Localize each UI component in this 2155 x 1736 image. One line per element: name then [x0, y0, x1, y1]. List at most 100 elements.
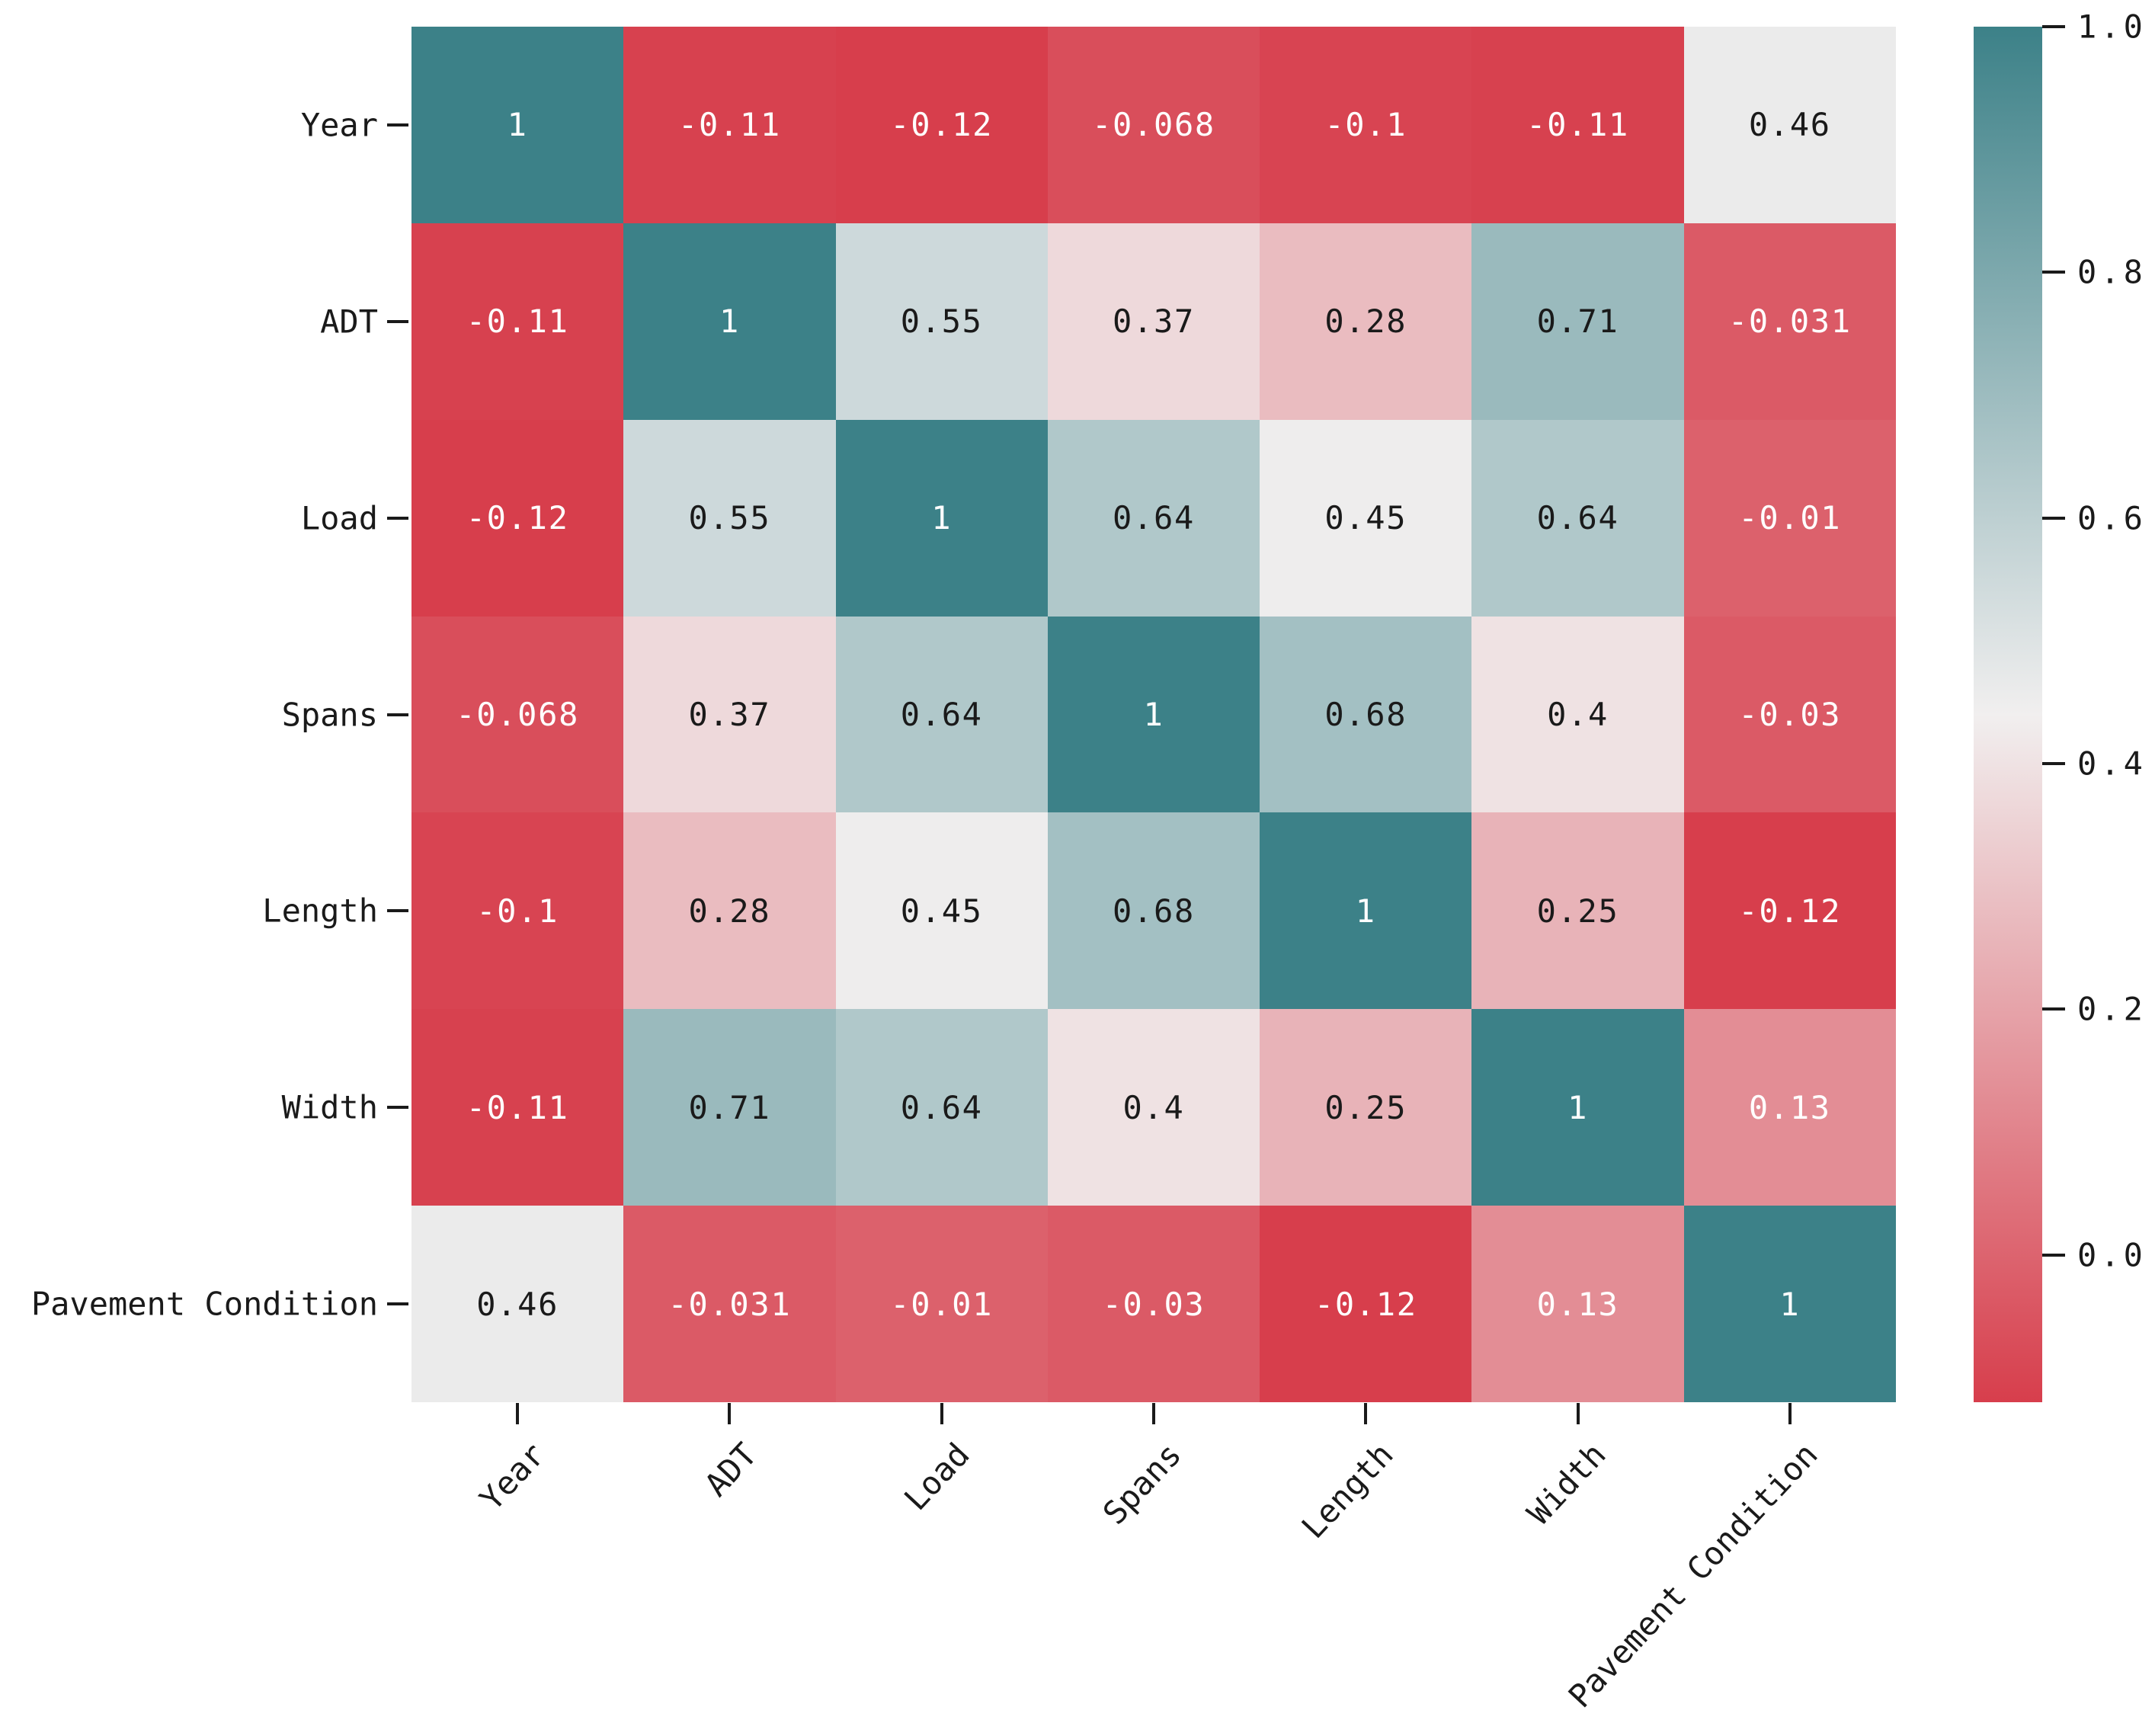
y-tick-label: Load	[300, 499, 378, 537]
heatmap-cell: 0.64	[1047, 419, 1260, 617]
y-tick-mark	[387, 713, 408, 716]
cell-value: 1	[931, 499, 953, 537]
x-tick-label: ADT	[697, 1436, 765, 1504]
heatmap-cell: 0.68	[1047, 812, 1260, 1010]
cell-value: 0.45	[900, 892, 983, 930]
heatmap-cell: 0.46	[1683, 27, 1896, 223]
cell-value: 0.46	[476, 1285, 559, 1323]
cell-value: -0.12	[1738, 892, 1842, 930]
cell-value: 0.68	[1324, 695, 1407, 733]
y-tick-label: Width	[281, 1088, 378, 1126]
cell-value: 0.28	[1324, 303, 1407, 341]
heatmap-cell: 0.13	[1471, 1206, 1684, 1402]
cell-value: 0.4	[1547, 695, 1609, 733]
heatmap-cell: 0.68	[1260, 616, 1472, 813]
cell-value: 0.45	[1324, 499, 1407, 537]
colorbar-tick-mark	[2042, 516, 2065, 520]
cell-value: -0.11	[1526, 106, 1629, 144]
x-tick-mark	[1364, 1403, 1368, 1424]
heatmap-cell: 0.45	[1260, 419, 1472, 617]
heatmap-cell: -0.068	[411, 616, 624, 813]
cell-value: 0.55	[900, 303, 983, 341]
cell-value: 0.71	[1536, 303, 1619, 341]
colorbar-tick-mark	[2042, 25, 2065, 28]
colorbar-tick-label: 0.8	[2077, 253, 2147, 291]
heatmap-cell: 1	[1683, 1206, 1896, 1402]
colorbar-tick-mark	[2042, 271, 2065, 274]
y-tick-label: Pavement Condition	[30, 1285, 378, 1323]
colorbar-tick-mark	[2042, 761, 2065, 765]
y-tick-label: Year	[300, 106, 378, 144]
cell-value: -0.01	[890, 1285, 994, 1323]
heatmap-cell: 1	[411, 27, 624, 223]
cell-value: 0.37	[1113, 303, 1195, 341]
heatmap-cell: 1	[1047, 616, 1260, 813]
y-tick-label: Length	[262, 892, 378, 930]
heatmap-cell: -0.12	[411, 419, 624, 617]
heatmap-cell: 0.71	[1471, 223, 1684, 420]
cell-value: -0.12	[890, 106, 994, 144]
x-tick-mark	[1576, 1403, 1580, 1424]
cell-value: 0.64	[1113, 499, 1195, 537]
cell-value: -0.031	[668, 1285, 792, 1323]
y-tick-mark	[387, 319, 408, 323]
cell-value: -0.1	[476, 892, 559, 930]
heatmap-plot-area: 1 -0.11 -0.12 -0.068 -0.1 -0.11 0.46 -0.11 1 0.55…	[411, 27, 1896, 1402]
cell-value: 0.64	[900, 695, 983, 733]
heatmap-cell: 0.46	[411, 1206, 624, 1402]
x-tick-mark	[516, 1403, 520, 1424]
x-tick-label: Pavement Condition	[1561, 1436, 1825, 1715]
cell-value: 1	[507, 106, 528, 144]
x-tick-label: Width	[1519, 1436, 1613, 1532]
heatmap-cell: 0.45	[835, 812, 1048, 1010]
cell-value: 1	[1779, 1285, 1801, 1323]
heatmap-cell: 0.64	[1471, 419, 1684, 617]
heatmap-cell: 1	[1471, 1009, 1684, 1206]
heatmap-cell: 1	[623, 223, 836, 420]
y-tick-mark	[387, 1302, 408, 1306]
cell-value: -0.11	[466, 303, 569, 341]
x-tick-mark	[1788, 1403, 1792, 1424]
colorbar-tick-mark	[2042, 1007, 2065, 1011]
cell-value: -0.01	[1738, 499, 1842, 537]
cell-value: 0.71	[688, 1088, 771, 1126]
heatmap-cell: 0.37	[1047, 223, 1260, 420]
y-tick-mark	[387, 1106, 408, 1110]
y-tick-mark	[387, 516, 408, 520]
cell-value: -0.068	[1092, 106, 1215, 144]
heatmap-cell: 1	[835, 419, 1048, 617]
heatmap-cell: -0.11	[411, 1009, 624, 1206]
heatmap-cell: 0.71	[623, 1009, 836, 1206]
heatmap-cell: 0.25	[1471, 812, 1684, 1010]
heatmap-cell: 0.64	[835, 616, 1048, 813]
cell-value: -0.068	[456, 695, 580, 733]
heatmap-cell: -0.031	[623, 1206, 836, 1402]
x-tick-label: Length	[1294, 1436, 1401, 1546]
cell-value: 0.13	[1748, 1088, 1831, 1126]
heatmap-cell: 0.28	[623, 812, 836, 1010]
heatmap-cell: 1	[1260, 812, 1472, 1010]
cell-value: -0.03	[1102, 1285, 1206, 1323]
heatmap-cell: -0.03	[1047, 1206, 1260, 1402]
cell-value: -0.1	[1324, 106, 1407, 144]
x-tick-mark	[940, 1403, 943, 1424]
cell-value: 0.25	[1536, 892, 1619, 930]
cell-value: 0.68	[1113, 892, 1195, 930]
cell-value: -0.11	[678, 106, 781, 144]
heatmap-cell: 0.28	[1260, 223, 1472, 420]
heatmap-cell: 0.55	[623, 419, 836, 617]
colorbar-tick-label: 1.0	[2077, 8, 2147, 46]
heatmap-cell: -0.1	[411, 812, 624, 1010]
x-tick-label: Year	[472, 1436, 552, 1518]
y-tick-mark	[387, 909, 408, 913]
cell-value: 0.13	[1536, 1285, 1619, 1323]
heatmap-cell: -0.11	[1471, 27, 1684, 223]
heatmap-cell: -0.1	[1260, 27, 1472, 223]
cell-value: 0.55	[688, 499, 771, 537]
heatmap-cell: 0.4	[1471, 616, 1684, 813]
heatmap-cell: -0.01	[1683, 419, 1896, 617]
heatmap-cell: -0.12	[1683, 812, 1896, 1010]
heatmap-cell: -0.12	[1260, 1206, 1472, 1402]
cell-value: 0.25	[1324, 1088, 1407, 1126]
colorbar-tick-label: 0.4	[2077, 745, 2147, 783]
